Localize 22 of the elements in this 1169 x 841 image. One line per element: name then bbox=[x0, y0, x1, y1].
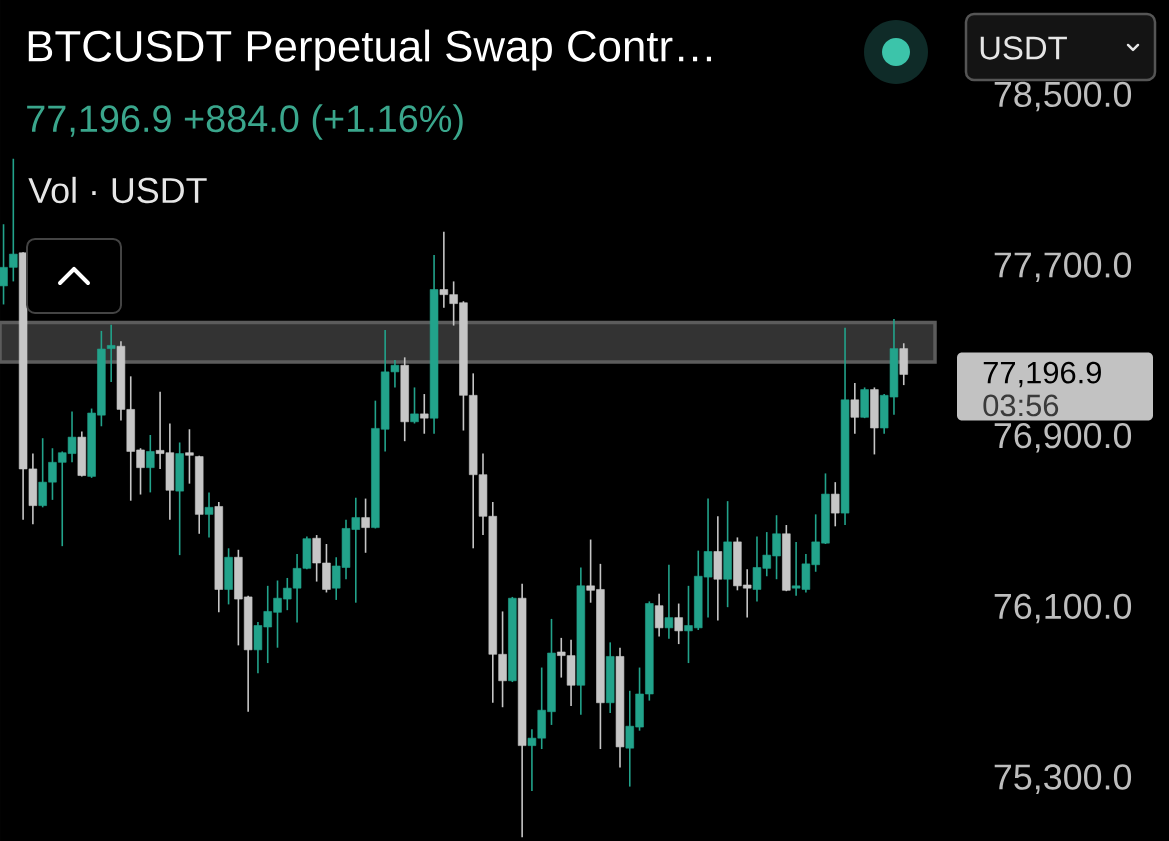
candlestick bbox=[850, 382, 860, 435]
annotation: Vol · USDT bbox=[28, 176, 207, 204]
candlestick bbox=[361, 497, 370, 554]
chart-title: BTCUSDT Perpetual Swap Contr… bbox=[28, 29, 712, 71]
candlestick bbox=[146, 434, 155, 494]
chart-subtitle: 77,196.9 +884.0 (+1.16%) bbox=[27, 104, 463, 140]
y-tick-label: 76,100.0 bbox=[994, 593, 1132, 624]
candlestick bbox=[674, 602, 683, 645]
candlestick bbox=[410, 386, 419, 425]
candlestick bbox=[420, 393, 429, 435]
candlestick bbox=[185, 428, 194, 485]
text: USDT bbox=[980, 36, 1067, 60]
candlestick bbox=[664, 563, 674, 640]
y-tick-label: 78,500.0 bbox=[994, 81, 1132, 112]
candlestick bbox=[654, 592, 664, 638]
text: 77,196.9 bbox=[983, 361, 1101, 388]
candlestick bbox=[831, 481, 840, 528]
text: 03:56 bbox=[983, 394, 1059, 417]
y-tick-label: 75,300.0 bbox=[994, 764, 1132, 794]
y-tick-label: 76,900.0 bbox=[994, 422, 1132, 453]
y-tick-label: 77,700.0 bbox=[994, 252, 1132, 282]
candlestick bbox=[204, 491, 214, 539]
